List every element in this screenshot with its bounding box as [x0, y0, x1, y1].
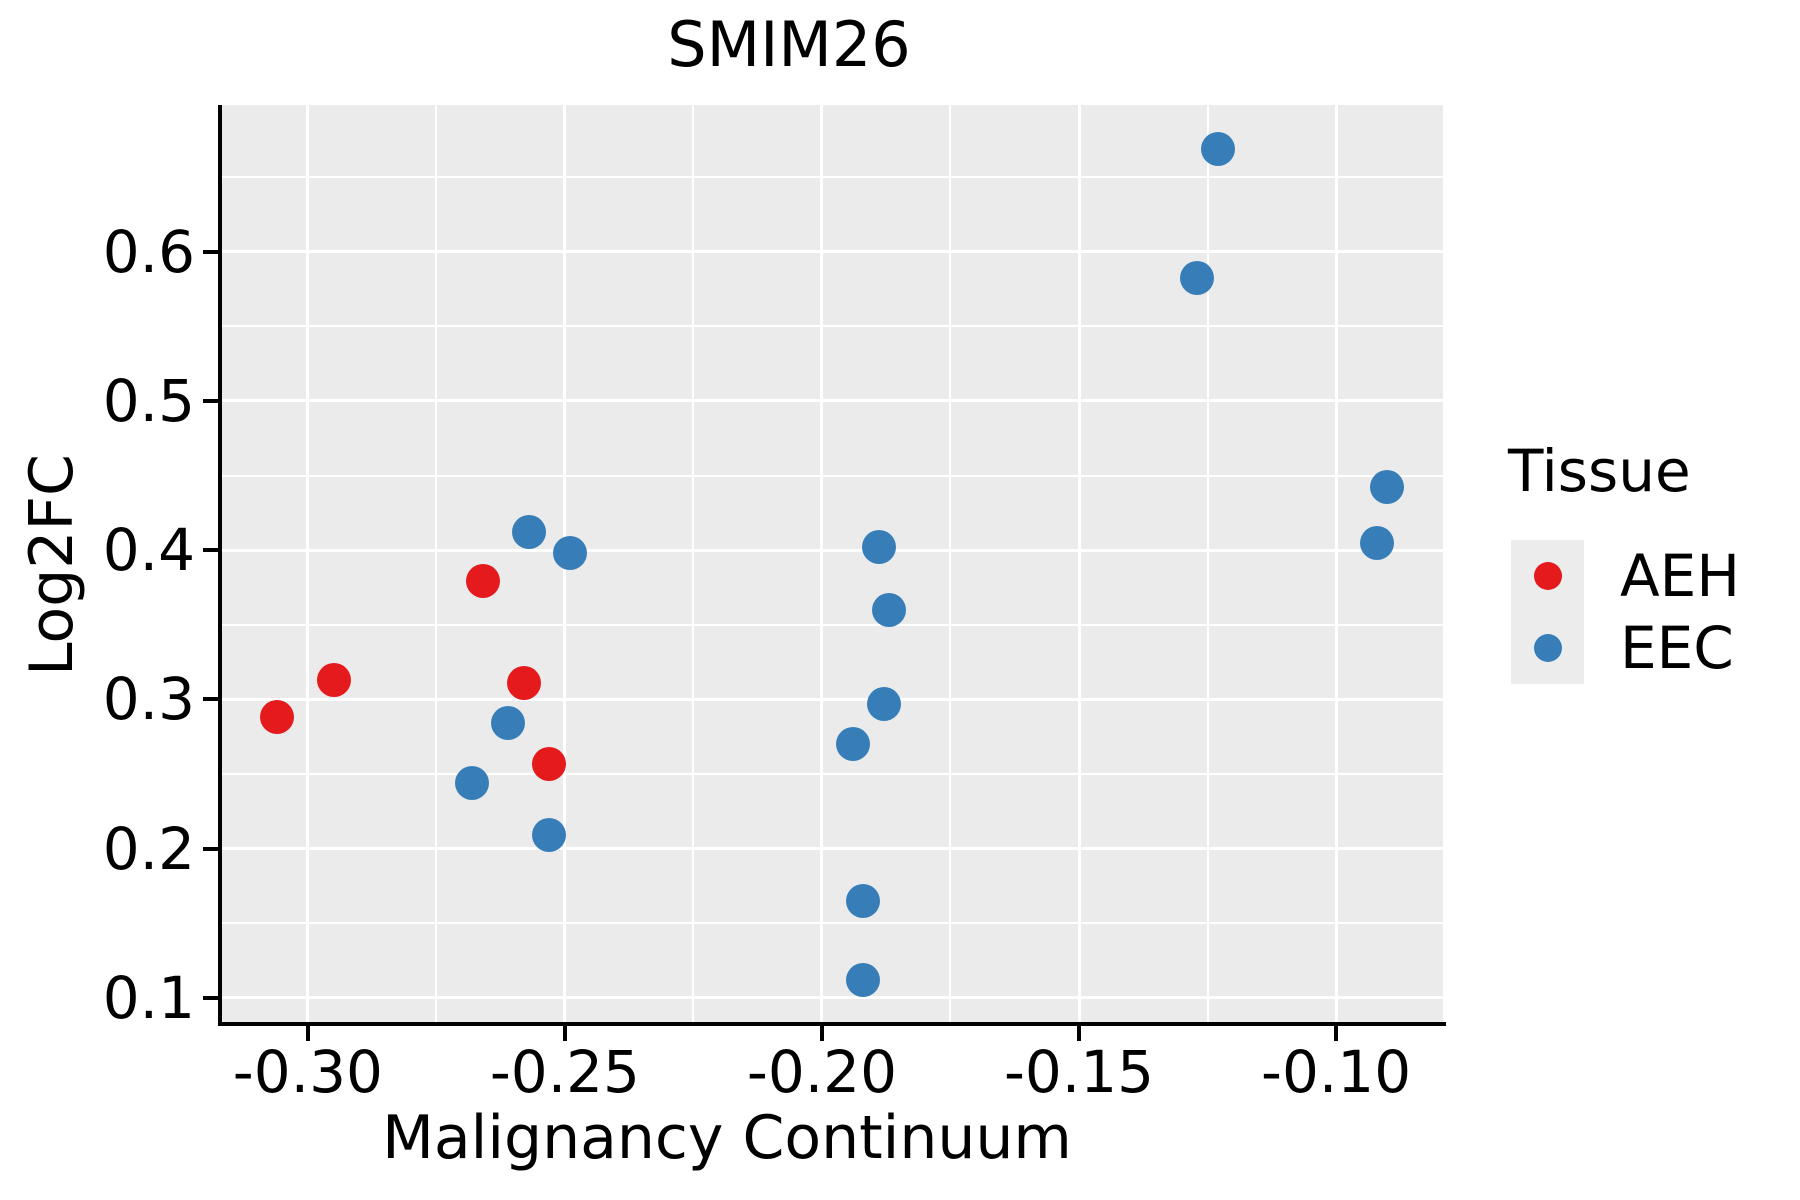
y-minor-gridline [222, 474, 1443, 477]
x-major-gridline [1334, 105, 1338, 1022]
y-axis-spine [218, 105, 222, 1026]
y-tick-mark [203, 697, 218, 702]
data-point-eec [455, 766, 490, 800]
legend-key-eec [1511, 612, 1584, 684]
data-point-aeh [506, 665, 541, 700]
y-major-gridline [222, 250, 1443, 254]
legend-dot-eec [1533, 634, 1562, 662]
x-minor-gridline [949, 105, 952, 1022]
data-point-eec [866, 686, 901, 721]
y-major-gridline [222, 399, 1443, 403]
y-minor-gridline [222, 325, 1443, 328]
x-tick-label: -0.30 [232, 1038, 383, 1106]
data-point-aeh [532, 746, 567, 781]
data-point-eec [491, 706, 526, 741]
legend-key-aeh [1511, 540, 1584, 612]
x-axis-label: Malignancy Continuum [382, 1103, 1072, 1173]
x-tick-mark [1077, 1026, 1081, 1041]
x-tick-label: -0.15 [1003, 1038, 1155, 1106]
y-tick-label: 0.5 [102, 366, 195, 435]
data-point-eec [846, 963, 881, 998]
data-point-eec [1200, 131, 1235, 166]
y-major-gridline [222, 996, 1443, 1000]
plot-area [222, 105, 1443, 1022]
y-major-gridline [222, 697, 1443, 701]
data-point-eec [1360, 525, 1395, 560]
y-tick-label: 0.1 [102, 963, 195, 1032]
data-point-eec [871, 592, 906, 627]
legend-title: Tissue [1508, 437, 1691, 505]
x-major-gridline [820, 105, 824, 1022]
x-minor-gridline [1206, 105, 1209, 1022]
data-point-aeh [465, 564, 500, 599]
x-minor-gridline [435, 105, 438, 1022]
x-tick-mark [305, 1026, 310, 1041]
y-tick-mark [203, 995, 218, 1000]
y-major-gridline [222, 847, 1443, 851]
data-point-eec [1370, 470, 1405, 505]
chart-title: SMIM26 [667, 8, 911, 81]
y-tick-label: 0.3 [102, 665, 195, 734]
y-tick-label: 0.4 [102, 516, 195, 585]
x-tick-label: -0.20 [746, 1038, 897, 1106]
data-point-aeh [260, 700, 294, 735]
data-point-eec [846, 883, 881, 918]
legend-label-eec: EEC [1620, 614, 1734, 682]
y-tick-label: 0.6 [102, 217, 195, 286]
x-tick-mark [819, 1026, 824, 1041]
x-axis-spine [218, 1022, 1446, 1026]
data-point-eec [553, 536, 588, 571]
data-point-eec [835, 727, 870, 762]
legend-dot-aeh [1533, 562, 1562, 590]
x-tick-label: -0.25 [489, 1038, 640, 1106]
y-minor-gridline [222, 922, 1443, 925]
y-tick-mark [203, 548, 218, 553]
y-minor-gridline [222, 175, 1443, 178]
y-tick-mark [203, 846, 218, 851]
x-tick-mark [1334, 1026, 1339, 1041]
y-tick-mark [203, 398, 218, 403]
legend-label-aeh: AEH [1620, 542, 1740, 610]
y-minor-gridline [222, 773, 1443, 776]
data-point-aeh [316, 663, 351, 697]
x-major-gridline [1077, 105, 1081, 1022]
y-tick-mark [203, 249, 218, 254]
y-tick-label: 0.2 [102, 814, 195, 883]
data-point-eec [861, 530, 896, 565]
y-major-gridline [222, 548, 1443, 552]
x-major-gridline [306, 105, 310, 1022]
data-point-eec [532, 818, 567, 853]
data-point-eec [1180, 261, 1215, 296]
y-minor-gridline [222, 623, 1443, 626]
data-point-eec [511, 515, 546, 550]
x-tick-label: -0.10 [1261, 1038, 1412, 1106]
x-tick-mark [562, 1026, 567, 1041]
x-minor-gridline [692, 105, 695, 1022]
